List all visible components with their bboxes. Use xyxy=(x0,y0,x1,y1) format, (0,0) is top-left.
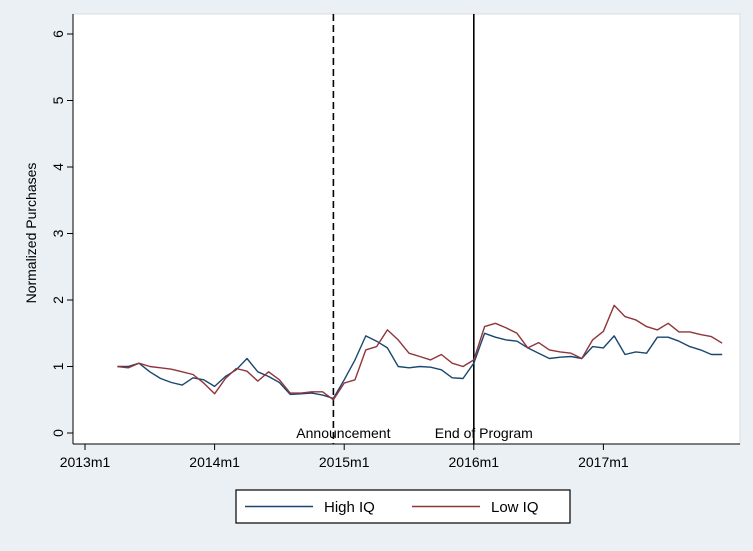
x-axis: 2013m1 2014m1 2015m1 2016m1 2017m1 xyxy=(60,443,740,470)
legend: High IQ Low IQ xyxy=(235,489,571,524)
end-of-program-label: End of Program xyxy=(435,425,533,441)
y-tick-label-1: 1 xyxy=(50,362,66,370)
y-tick-label-0: 0 xyxy=(50,429,66,437)
x-tick-label-2015m1: 2015m1 xyxy=(319,454,370,470)
x-tick-label-2013m1: 2013m1 xyxy=(60,454,111,470)
plot-area xyxy=(72,13,741,445)
y-axis: 0 1 2 3 4 5 6 xyxy=(50,14,74,444)
y-tick-label-3: 3 xyxy=(50,229,66,237)
announcement-label: Announcement xyxy=(296,425,390,441)
legend-label-high-iq: High IQ xyxy=(324,499,375,516)
legend-label-low-iq: Low IQ xyxy=(491,499,539,516)
y-tick-label-4: 4 xyxy=(50,163,66,171)
y-axis-title: Normalized Purchases xyxy=(23,163,39,304)
x-tick-label-2017m1: 2017m1 xyxy=(578,454,629,470)
x-tick-label-2014m1: 2014m1 xyxy=(189,454,240,470)
y-tick-label-2: 2 xyxy=(50,296,66,304)
y-tick-label-6: 6 xyxy=(50,30,66,38)
y-tick-label-5: 5 xyxy=(50,96,66,104)
series-line-low-iq xyxy=(117,304,723,401)
event-lines: Announcement End of Program xyxy=(296,14,533,444)
x-tick-label-2016m1: 2016m1 xyxy=(449,454,500,470)
series-line-high-iq xyxy=(117,332,723,400)
series-lines xyxy=(117,304,723,401)
